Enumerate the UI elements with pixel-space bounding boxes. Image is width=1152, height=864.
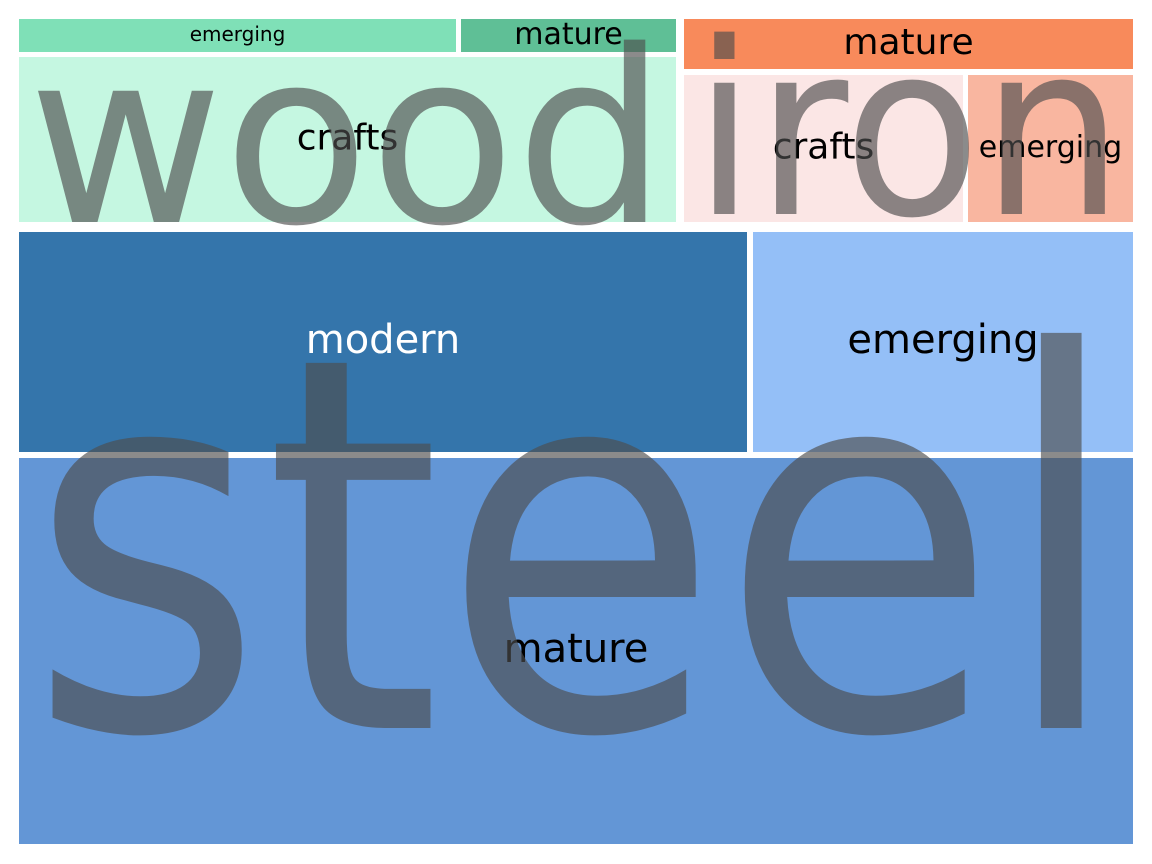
treemap-cell-iron-crafts[interactable] (682, 73, 965, 224)
treemap-cell-steel-emerging[interactable] (751, 230, 1135, 454)
treemap-cell-wood-mature[interactable] (459, 17, 678, 54)
treemap-cell-label-wood-emerging: emerging (190, 22, 286, 46)
treemap-group-label-steel: steel (28, 245, 1124, 851)
treemap-group-label-wood: wood (28, 0, 667, 279)
treemap-cell-steel-mature[interactable] (17, 456, 1135, 846)
treemap-cell-label-wood-mature: mature (514, 17, 623, 52)
treemap-cell-label-iron-mature: mature (843, 22, 973, 63)
treemap-cell-wood-crafts[interactable] (17, 55, 678, 224)
treemap-cell-iron-emerging[interactable] (966, 73, 1135, 224)
treemap-cell-label-steel-modern: modern (306, 317, 461, 363)
treemap-cell-wood-emerging[interactable] (17, 17, 458, 54)
treemap-cell-label-iron-crafts: crafts (773, 127, 875, 168)
treemap-cell-label-steel-emerging: emerging (847, 317, 1038, 363)
treemap-cell-label-iron-emerging: emerging (979, 130, 1122, 165)
treemap-cell-iron-mature[interactable] (682, 17, 1135, 71)
treemap-cell-label-steel-mature: mature (504, 626, 649, 672)
treemap-group-label-iron: iron (693, 0, 1124, 271)
treemap-cell-steel-modern[interactable] (17, 230, 749, 454)
treemap-cell-label-wood-crafts: crafts (297, 118, 399, 159)
